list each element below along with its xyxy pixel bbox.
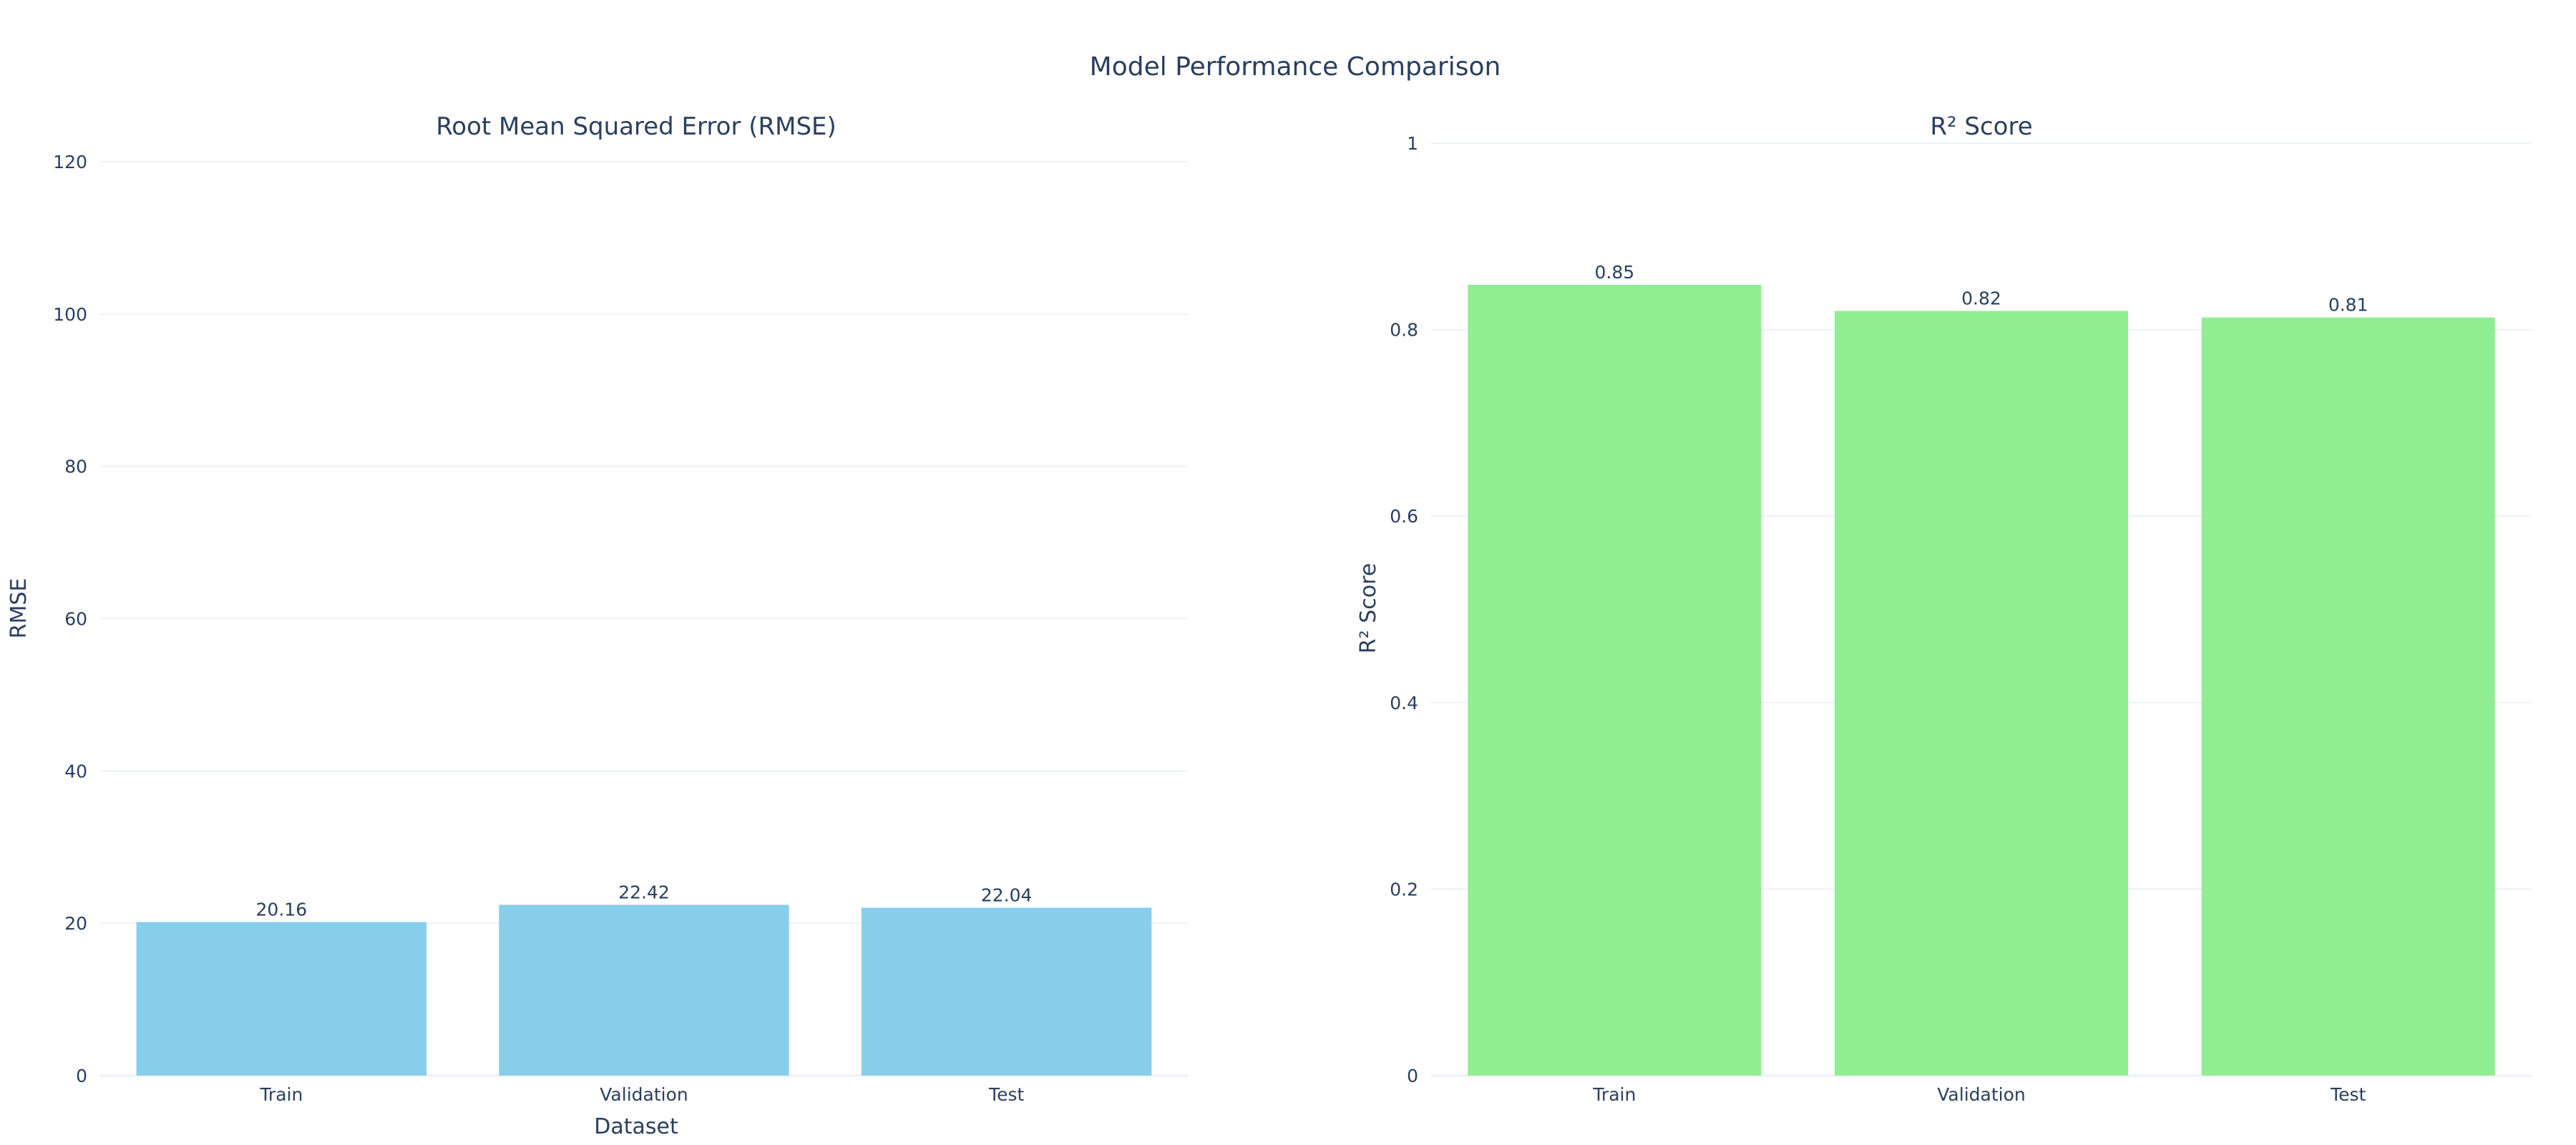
rmse-x-ticks: Train Validation Test [259, 1084, 1024, 1105]
rmse-y-axis-title: RMSE [6, 578, 31, 639]
r2-bars [1468, 285, 2495, 1076]
rmse-x-tick-label: Validation [600, 1084, 688, 1105]
figure-title: Model Performance Comparison [1090, 52, 1501, 82]
r2-bar-train[interactable] [1468, 285, 1762, 1076]
rmse-bar-train[interactable] [136, 922, 426, 1076]
r2-data-label: 0.85 [1594, 262, 1634, 283]
rmse-bars [136, 905, 1152, 1076]
r2-bar-validation[interactable] [1834, 311, 2129, 1076]
r2-y-ticks: 0 0.2 0.4 0.6 0.8 1 [1390, 133, 1418, 1086]
rmse-chart-title: Root Mean Squared Error (RMSE) [436, 112, 836, 141]
rmse-y-tick-label: 120 [53, 152, 87, 172]
r2-y-tick-label: 1 [1407, 133, 1418, 154]
rmse-panel: Root Mean Squared Error (RMSE) RMSE Data… [6, 112, 1188, 1139]
rmse-x-tick-label: Train [259, 1084, 303, 1105]
r2-x-tick-label: Test [2330, 1084, 2366, 1105]
rmse-y-ticks: 0 20 40 60 80 100 120 [53, 152, 87, 1086]
rmse-y-tick-label: 20 [64, 913, 87, 934]
r2-panel: R² Score R² Score 00.20.40.60.81 Train Va… [1356, 112, 2532, 1105]
r2-x-tick-label: Validation [1937, 1084, 2025, 1105]
r2-chart-title: R² Score [1930, 112, 2032, 141]
rmse-value-labels: 20.16 22.42 22.04 [256, 882, 1033, 920]
r2-x-ticks: Train Validation Test [1592, 1084, 2366, 1105]
r2-value-labels: 0.85 0.82 0.81 [1594, 262, 2368, 316]
rmse-y-tick-label: 40 [64, 761, 87, 781]
r2-y-tick-label: 0.8 [1390, 320, 1418, 341]
rmse-bar-test[interactable] [862, 907, 1152, 1076]
rmse-data-label: 22.04 [981, 885, 1033, 905]
r2-bar-test[interactable] [2201, 317, 2495, 1076]
r2-data-label: 0.81 [2328, 295, 2368, 316]
rmse-data-label: 22.42 [618, 882, 670, 902]
r2-y-axis-title: R² Score [1356, 563, 1381, 653]
r2-x-tick-label: Train [1592, 1084, 1636, 1105]
r2-y-tick-label: 0 [1407, 1066, 1418, 1086]
r2-y-tick-label: 0.2 [1390, 879, 1418, 900]
r2-data-label: 0.82 [1961, 288, 2001, 309]
rmse-y-tick-label: 60 [64, 609, 87, 630]
rmse-bar-validation[interactable] [499, 905, 789, 1076]
rmse-x-axis-title: Dataset [594, 1114, 678, 1139]
rmse-x-tick-label: Test [988, 1084, 1024, 1105]
rmse-y-tick-label: 80 [64, 457, 87, 477]
r2-y-tick-label: 0.4 [1390, 693, 1418, 713]
rmse-data-label: 20.16 [256, 899, 308, 920]
r2-y-tick-label: 0.6 [1390, 506, 1418, 527]
rmse-y-tick-label: 100 [53, 304, 87, 325]
rmse-y-tick-label: 0 [76, 1066, 87, 1086]
